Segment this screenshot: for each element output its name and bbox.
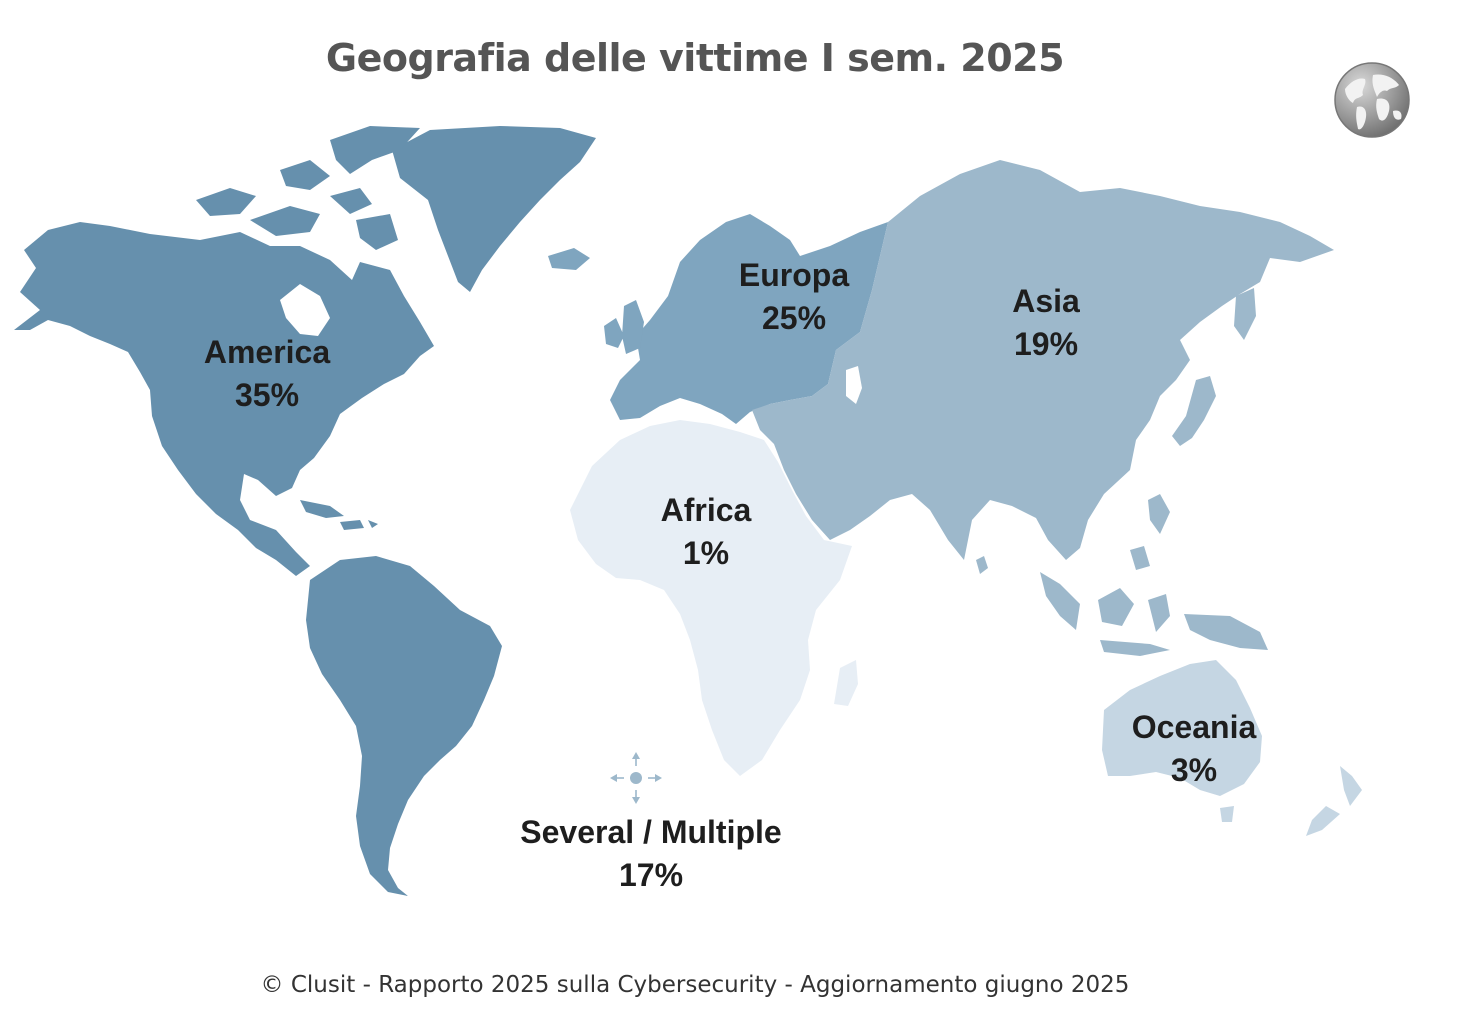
region-percent-europa: 25%	[761, 300, 827, 336]
region-label-africa: Africa 1%	[661, 489, 752, 575]
asia-mainland	[752, 160, 1334, 560]
region-europa	[548, 214, 888, 424]
region-name-europa: Europa	[738, 257, 850, 293]
region-africa	[570, 420, 858, 776]
southeast-asia-islands	[1040, 494, 1268, 656]
region-percent-america: 35%	[234, 377, 300, 413]
region-name-several: Several / Multiple	[520, 814, 782, 850]
hudson-bay	[280, 284, 330, 336]
multi-direction-icon	[610, 752, 662, 804]
greenland	[392, 126, 596, 292]
region-name-america: America	[203, 334, 331, 370]
region-percent-several: 17%	[618, 857, 684, 893]
region-label-europa: Europa 25%	[739, 254, 849, 340]
canada-arctic-islands	[196, 126, 420, 250]
region-percent-oceania: 3%	[1170, 752, 1218, 788]
region-label-oceania: Oceania 3%	[1132, 706, 1257, 792]
british-isles	[604, 300, 644, 354]
madagascar	[834, 660, 858, 706]
north-america	[14, 222, 434, 576]
region-asia	[752, 160, 1334, 656]
region-percent-asia: 19%	[1013, 326, 1079, 362]
region-label-asia: Asia 19%	[1012, 280, 1080, 366]
region-percent-africa: 1%	[682, 535, 730, 571]
iceland	[548, 248, 590, 270]
region-label-several: Several / Multiple 17%	[520, 811, 781, 897]
region-name-africa: Africa	[660, 492, 752, 528]
region-label-america: America 35%	[204, 331, 330, 417]
new-zealand	[1306, 766, 1362, 836]
caribbean-islands	[300, 500, 378, 530]
japan	[1172, 288, 1256, 446]
chart-title: Geografia delle vittime I sem. 2025	[325, 36, 1065, 80]
australia	[1102, 660, 1262, 796]
caspian-sea	[846, 366, 862, 404]
globe-icon	[1334, 62, 1410, 138]
footer-credit: © Clusit - Rapporto 2025 sulla Cybersecu…	[260, 972, 1130, 998]
europe	[610, 214, 888, 424]
region-name-oceania: Oceania	[1131, 709, 1257, 745]
tasmania	[1220, 806, 1234, 822]
africa	[570, 420, 852, 776]
region-name-asia: Asia	[1012, 283, 1080, 319]
region-america	[14, 126, 596, 896]
south-america	[306, 556, 502, 896]
region-oceania	[1102, 660, 1362, 836]
sri-lanka	[976, 556, 988, 574]
